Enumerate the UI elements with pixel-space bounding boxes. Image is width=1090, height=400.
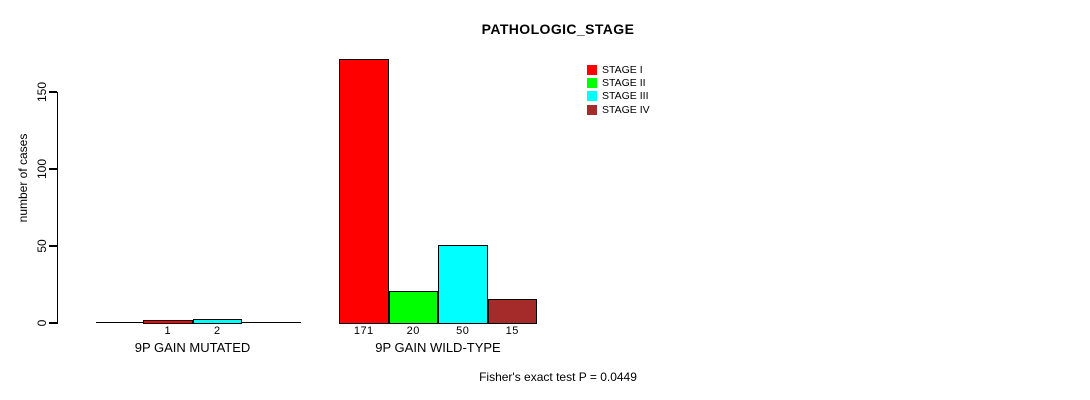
legend-row: STAGE IV [587,103,650,116]
y-axis-line [57,92,59,324]
y-tick-label: 150 [35,81,49,103]
legend-swatch-stage-i [587,64,597,75]
legend-label: STAGE IV [602,103,650,116]
legend-row: STAGE II [587,76,650,89]
bar-count-label: 50 [456,325,470,337]
legend: STAGE I STAGE II STAGE III STAGE IV [587,63,650,116]
bar-stage-i [339,58,389,324]
bar-stage-ii [388,291,438,324]
bar-count-label: 20 [406,325,420,337]
bar-stage-iii [192,318,242,324]
y-tick-mark [49,168,57,170]
group-label: 9P GAIN MUTATED [134,340,251,355]
legend-label: STAGE II [602,76,646,89]
bar-count-label: 171 [353,325,374,337]
y-tick-label: 0 [35,319,49,327]
chart-title: PATHOLOGIC_STAGE [481,21,635,37]
y-tick-label: 100 [35,158,49,180]
bar-stage-i [143,320,193,324]
bar-count-label: 1 [164,325,172,337]
y-tick-mark [49,245,57,247]
legend-swatch-stage-iii [587,91,597,102]
bar-count-label: 15 [505,325,519,337]
legend-label: STAGE I [602,63,643,76]
legend-swatch-stage-iv [587,104,597,115]
legend-row: STAGE III [587,90,650,103]
bar-count-label: 2 [213,325,221,337]
group-label: 9P GAIN WILD-TYPE [375,340,501,355]
bar-stage-iii [438,245,488,324]
legend-row: STAGE I [587,63,650,76]
y-tick-mark [49,91,57,93]
bar-stage-iv [487,298,537,324]
y-tick-mark [49,322,57,324]
legend-label: STAGE III [602,90,649,103]
y-tick-label: 50 [35,239,49,253]
y-axis-label: number of cases [16,133,30,223]
fisher-test-annotation: Fisher's exact test P = 0.0449 [479,370,637,384]
legend-swatch-stage-ii [587,77,597,88]
